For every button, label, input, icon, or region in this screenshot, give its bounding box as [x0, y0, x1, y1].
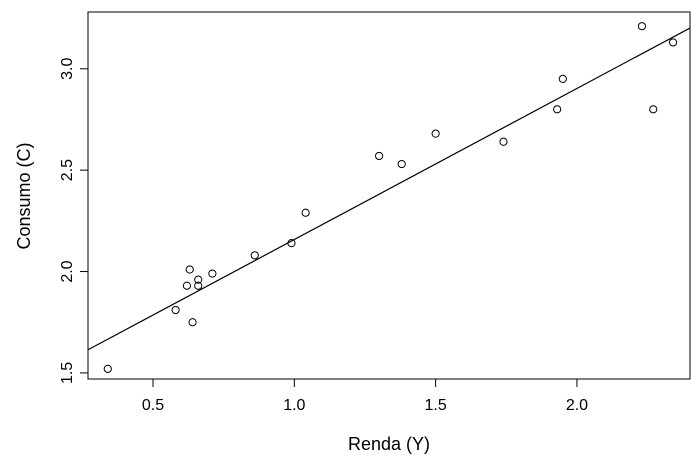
x-tick-label: 0.5	[142, 397, 164, 414]
data-point	[499, 137, 508, 146]
data-point	[375, 151, 384, 161]
data-point	[103, 364, 112, 373]
y-tick-label: 3.0	[59, 58, 76, 80]
data-point	[431, 129, 440, 138]
data-point	[182, 281, 192, 290]
data-point	[188, 318, 197, 327]
data-point	[397, 159, 406, 169]
data-point	[558, 74, 567, 84]
data-point	[250, 251, 259, 260]
data-point	[287, 239, 296, 248]
data-point	[171, 305, 180, 315]
y-axis-title: Consumo (C)	[14, 142, 34, 249]
plot-frame	[87, 11, 691, 380]
y-tick-label: 2.0	[59, 260, 76, 282]
data-point	[668, 38, 678, 47]
y-tick-label: 2.5	[59, 159, 76, 181]
data-point	[208, 269, 217, 278]
data-point	[553, 105, 562, 114]
data-point	[194, 275, 203, 284]
data-point	[637, 22, 647, 31]
x-tick-label: 2.0	[566, 397, 588, 414]
data-point	[649, 105, 658, 114]
data-point	[185, 265, 194, 274]
x-tick-label: 1.5	[425, 397, 447, 414]
data-point	[301, 208, 310, 217]
regression-line	[88, 27, 690, 351]
y-tick-label: 1.5	[59, 362, 76, 384]
x-axis-title: Renda (Y)	[348, 434, 430, 454]
x-tick-label: 1.0	[283, 397, 305, 414]
data-point	[194, 281, 203, 290]
